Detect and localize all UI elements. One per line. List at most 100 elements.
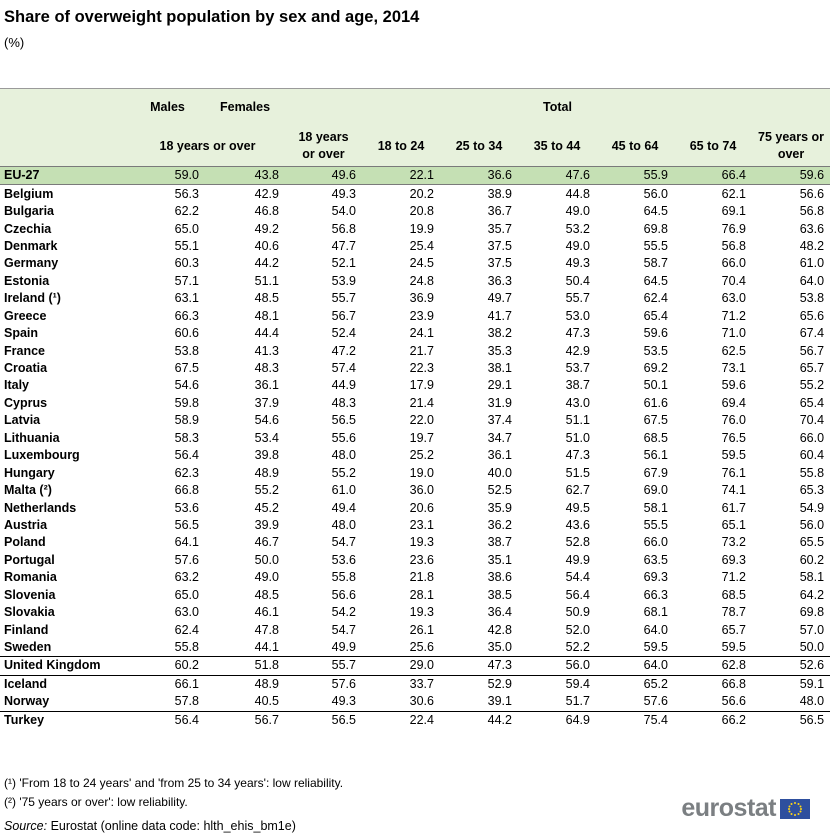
cell: 76.0 <box>721 413 746 428</box>
cell: 59.5 <box>596 638 674 658</box>
cell: 55.2 <box>331 465 356 480</box>
cell: 67.9 <box>643 465 668 480</box>
row-label: Romania <box>4 570 57 585</box>
cell: 48.0 <box>752 693 830 712</box>
row-label: Finland <box>4 622 49 637</box>
cell: 55.2 <box>799 378 825 393</box>
cell: 56.8 <box>331 221 356 236</box>
cell: 56.5 <box>331 712 356 727</box>
row-label: Slovakia <box>4 605 55 620</box>
sub-header: 45 to 64 <box>596 126 674 167</box>
cell: 65.0 <box>174 221 199 236</box>
cell: 58.1 <box>643 500 668 515</box>
cell: 20.2 <box>409 186 434 201</box>
row-label: Ireland (¹) <box>4 291 61 306</box>
sub-header: 35 to 44 <box>518 126 596 167</box>
source-text: Eurostat (online data code: hlth_ehis_bm… <box>50 819 296 833</box>
cell: 48.3 <box>331 395 356 410</box>
cell: 48.9 <box>254 465 279 480</box>
cell: 61.0 <box>331 483 356 498</box>
cell: 55.5 <box>643 517 668 532</box>
cell: 56.7 <box>254 712 279 727</box>
table-row: Norway 57.8 40.5 49.3 30.6 39.1 51.7 57.6 56.6 48… <box>0 693 830 712</box>
cell: 24.8 <box>409 273 434 288</box>
cell: 57.4 <box>331 361 356 376</box>
cell: 55.8 <box>799 465 825 480</box>
cell: 19.7 <box>409 430 434 445</box>
cell: 66.3 <box>174 308 199 323</box>
row-label: Denmark <box>4 238 58 253</box>
cell: 52.4 <box>331 326 356 341</box>
row-label: Sweden <box>0 638 130 658</box>
cell: 59.5 <box>721 448 746 463</box>
cell: 56.6 <box>674 693 752 712</box>
table-row: Denmark 55.1 40.6 47.7 25.4 37.5 49.0 55.5 56.8 4… <box>0 238 830 255</box>
cell: 55.1 <box>174 238 199 253</box>
cell: 58.7 <box>643 256 668 271</box>
cell: 56.5 <box>799 712 825 727</box>
cell: 57.6 <box>596 693 674 712</box>
cell: 25.4 <box>409 238 434 253</box>
cell: 57.6 <box>331 676 356 691</box>
cell: 60.3 <box>174 256 199 271</box>
cell: 43.0 <box>565 395 590 410</box>
sub-header: 75 years or over <box>752 126 830 167</box>
cell: 17.9 <box>409 378 434 393</box>
cell: 70.4 <box>799 413 825 428</box>
cell: 51.1 <box>565 413 590 428</box>
cell: 49.6 <box>285 165 362 186</box>
cell: 21.4 <box>409 395 434 410</box>
cell: 50.1 <box>643 378 668 393</box>
cell: 36.0 <box>409 483 434 498</box>
cell: 49.0 <box>565 204 590 219</box>
cell: 64.1 <box>174 535 199 550</box>
cell: 19.9 <box>409 221 434 236</box>
cell: 60.2 <box>799 552 825 567</box>
cell: 64.2 <box>799 587 825 602</box>
cell: 63.6 <box>799 221 825 236</box>
cell: 47.2 <box>331 343 356 358</box>
title: Share of overweight population by sex an… <box>4 8 420 26</box>
cell: 71.2 <box>721 308 746 323</box>
cell: 52.5 <box>487 483 512 498</box>
row-label: EU-27 <box>0 165 130 186</box>
cell: 75.4 <box>643 712 668 727</box>
cell: 64.0 <box>643 622 668 637</box>
cell: 73.2 <box>721 535 746 550</box>
cell: 55.9 <box>596 165 674 186</box>
row-label: Estonia <box>4 273 50 288</box>
cell: 46.7 <box>254 535 279 550</box>
cell: 54.6 <box>174 378 199 393</box>
cell: 42.9 <box>565 343 590 358</box>
cell: 53.4 <box>254 430 279 445</box>
cell: 68.5 <box>643 430 668 445</box>
cell: 57.0 <box>799 622 825 637</box>
cell: 66.3 <box>643 587 668 602</box>
cell: 64.9 <box>565 712 590 727</box>
cell: 58.9 <box>174 413 199 428</box>
cell: 37.5 <box>487 256 512 271</box>
cell: 44.2 <box>487 712 512 727</box>
cell: 59.6 <box>643 326 668 341</box>
cell: 53.9 <box>331 273 356 288</box>
cell: 47.3 <box>565 448 590 463</box>
cell: 59.5 <box>674 638 752 658</box>
cell: 22.0 <box>409 413 434 428</box>
cell: 62.3 <box>174 465 199 480</box>
cell: 38.1 <box>487 361 512 376</box>
cell: 52.2 <box>518 638 596 658</box>
cell: 53.0 <box>565 308 590 323</box>
cell: 46.1 <box>254 605 279 620</box>
table-row: Germany 60.3 44.2 52.1 24.5 37.5 49.3 58.7 66.0 6… <box>0 255 830 272</box>
cell: 37.5 <box>487 238 512 253</box>
row-label: Czechia <box>4 221 52 236</box>
cell: 24.1 <box>409 326 434 341</box>
row-label: Germany <box>4 256 59 271</box>
cell: 56.1 <box>643 448 668 463</box>
row-label: France <box>4 343 45 358</box>
cell: 19.3 <box>409 605 434 620</box>
cell: 56.0 <box>799 517 825 532</box>
cell: 34.7 <box>487 430 512 445</box>
cell: 55.8 <box>331 570 356 585</box>
cell: 38.7 <box>565 378 590 393</box>
